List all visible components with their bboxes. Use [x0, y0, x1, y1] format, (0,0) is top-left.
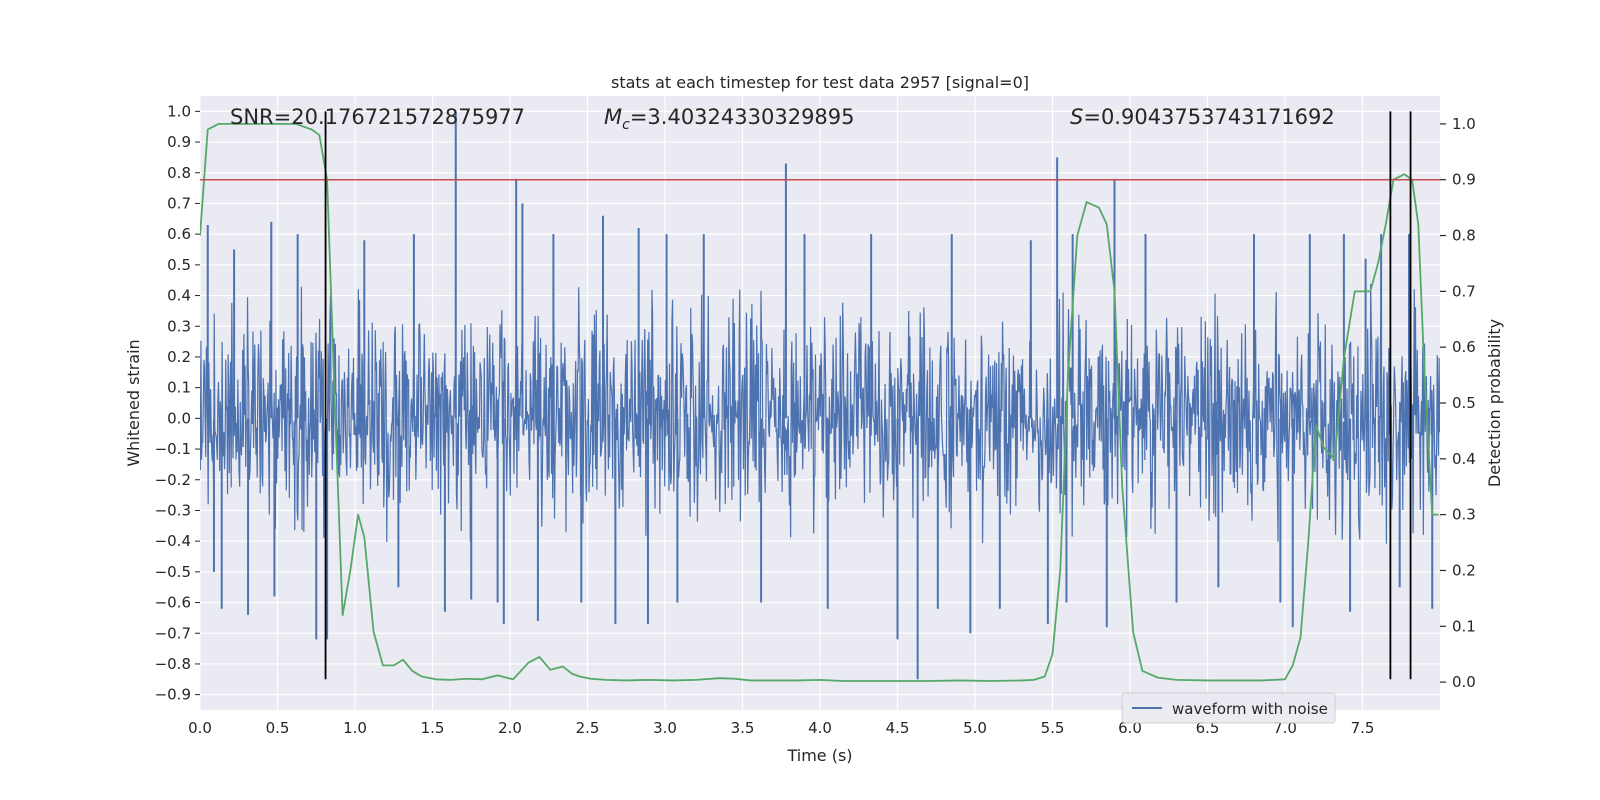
- y2-tick-label: 0.6: [1452, 338, 1476, 356]
- y-tick-label: −0.8: [155, 655, 191, 673]
- y-tick-label: 0.3: [167, 317, 191, 335]
- y-axis-label: Whitened strain: [124, 339, 143, 466]
- marker-lines: [324, 111, 1412, 680]
- y-tick-label: −0.3: [155, 501, 191, 519]
- y-tick-label: −0.6: [155, 594, 191, 612]
- y-tick-label: −0.2: [155, 471, 191, 489]
- y2-axis-label: Detection probability: [1485, 319, 1504, 487]
- chirp-mass-value: =3.40324330329895: [630, 105, 855, 129]
- snr-annotation: SNR=20.176721572875977: [230, 105, 525, 129]
- y2-tick-label: 0.1: [1452, 617, 1476, 635]
- y-tick-label: 0.4: [167, 287, 191, 305]
- x-tick-label: 2.5: [576, 719, 600, 737]
- y-axis-ticks: 1.0 0.9 0.8 0.7 0.6 0.5 0.4 0.3 0.2 0.1 0.0 −0.1 −0.…: [155, 102, 200, 704]
- y-tick-label: 0.0: [167, 409, 191, 427]
- y2-tick-label: 0.7: [1452, 282, 1476, 300]
- y-tick-label: 0.9: [167, 133, 191, 151]
- x-tick-label: 0.5: [266, 719, 290, 737]
- legend-box: [1121, 692, 1336, 724]
- waveform-series: [200, 111, 1440, 680]
- x-tick-label: 7.5: [1351, 719, 1375, 737]
- x-tick-label: 2.0: [498, 719, 522, 737]
- y-tick-label: 0.6: [167, 225, 191, 243]
- probability-line: [200, 123, 1439, 682]
- x-axis-label: Time (s): [786, 746, 852, 765]
- x-tick-label: 1.0: [343, 719, 367, 737]
- y-tick-label: −0.5: [155, 563, 191, 581]
- legend-label: waveform with noise: [1172, 700, 1328, 718]
- y-tick-label: 0.5: [167, 256, 191, 274]
- chart-title: stats at each timestep for test data 295…: [611, 73, 1029, 92]
- probability-series: [200, 123, 1439, 682]
- chirp-mass-symbol: M: [604, 105, 622, 129]
- s-symbol: S: [1070, 105, 1083, 129]
- y-tick-label: −0.9: [155, 686, 191, 704]
- s-annotation: S=0.9043753743171692: [1070, 105, 1335, 129]
- x-tick-label: 1.5: [421, 719, 445, 737]
- y-tick-label: 0.1: [167, 379, 191, 397]
- y2-tick-label: 0.8: [1452, 227, 1476, 245]
- y-tick-label: −0.4: [155, 532, 191, 550]
- y-tick-label: 0.8: [167, 164, 191, 182]
- s-value: =0.9043753743171692: [1083, 105, 1334, 129]
- y2-tick-label: 0.0: [1452, 673, 1476, 691]
- legend: waveform with noise: [1121, 692, 1336, 724]
- x-tick-label: 5.0: [963, 719, 987, 737]
- y-tick-label: −0.1: [155, 440, 191, 458]
- y2-tick-label: 0.4: [1452, 450, 1476, 468]
- chirp-mass-annotation: Mc=3.40324330329895: [604, 105, 855, 133]
- y2-tick-label: 0.2: [1452, 561, 1476, 579]
- x-tick-label: 3.5: [731, 719, 755, 737]
- y-tick-label: 0.2: [167, 348, 191, 366]
- y2-tick-label: 1.0: [1452, 115, 1476, 133]
- y-tick-label: −0.7: [155, 624, 191, 642]
- x-tick-label: 4.0: [808, 719, 832, 737]
- y-tick-label: 0.7: [167, 194, 191, 212]
- y2-tick-label: 0.3: [1452, 506, 1476, 524]
- chirp-mass-subscript: c: [622, 117, 630, 133]
- x-tick-label: 0.0: [188, 719, 212, 737]
- waveform-line: [200, 283, 1440, 544]
- y2-axis-ticks: 1.0 0.9 0.8 0.7 0.6 0.5 0.4 0.3 0.2 0.1 0.0: [1440, 115, 1476, 691]
- y2-tick-label: 0.5: [1452, 394, 1476, 412]
- x-tick-label: 3.0: [653, 719, 677, 737]
- x-tick-label: 5.5: [1041, 719, 1065, 737]
- x-tick-label: 4.5: [886, 719, 910, 737]
- y2-tick-label: 0.9: [1452, 171, 1476, 189]
- y-tick-label: 1.0: [167, 102, 191, 120]
